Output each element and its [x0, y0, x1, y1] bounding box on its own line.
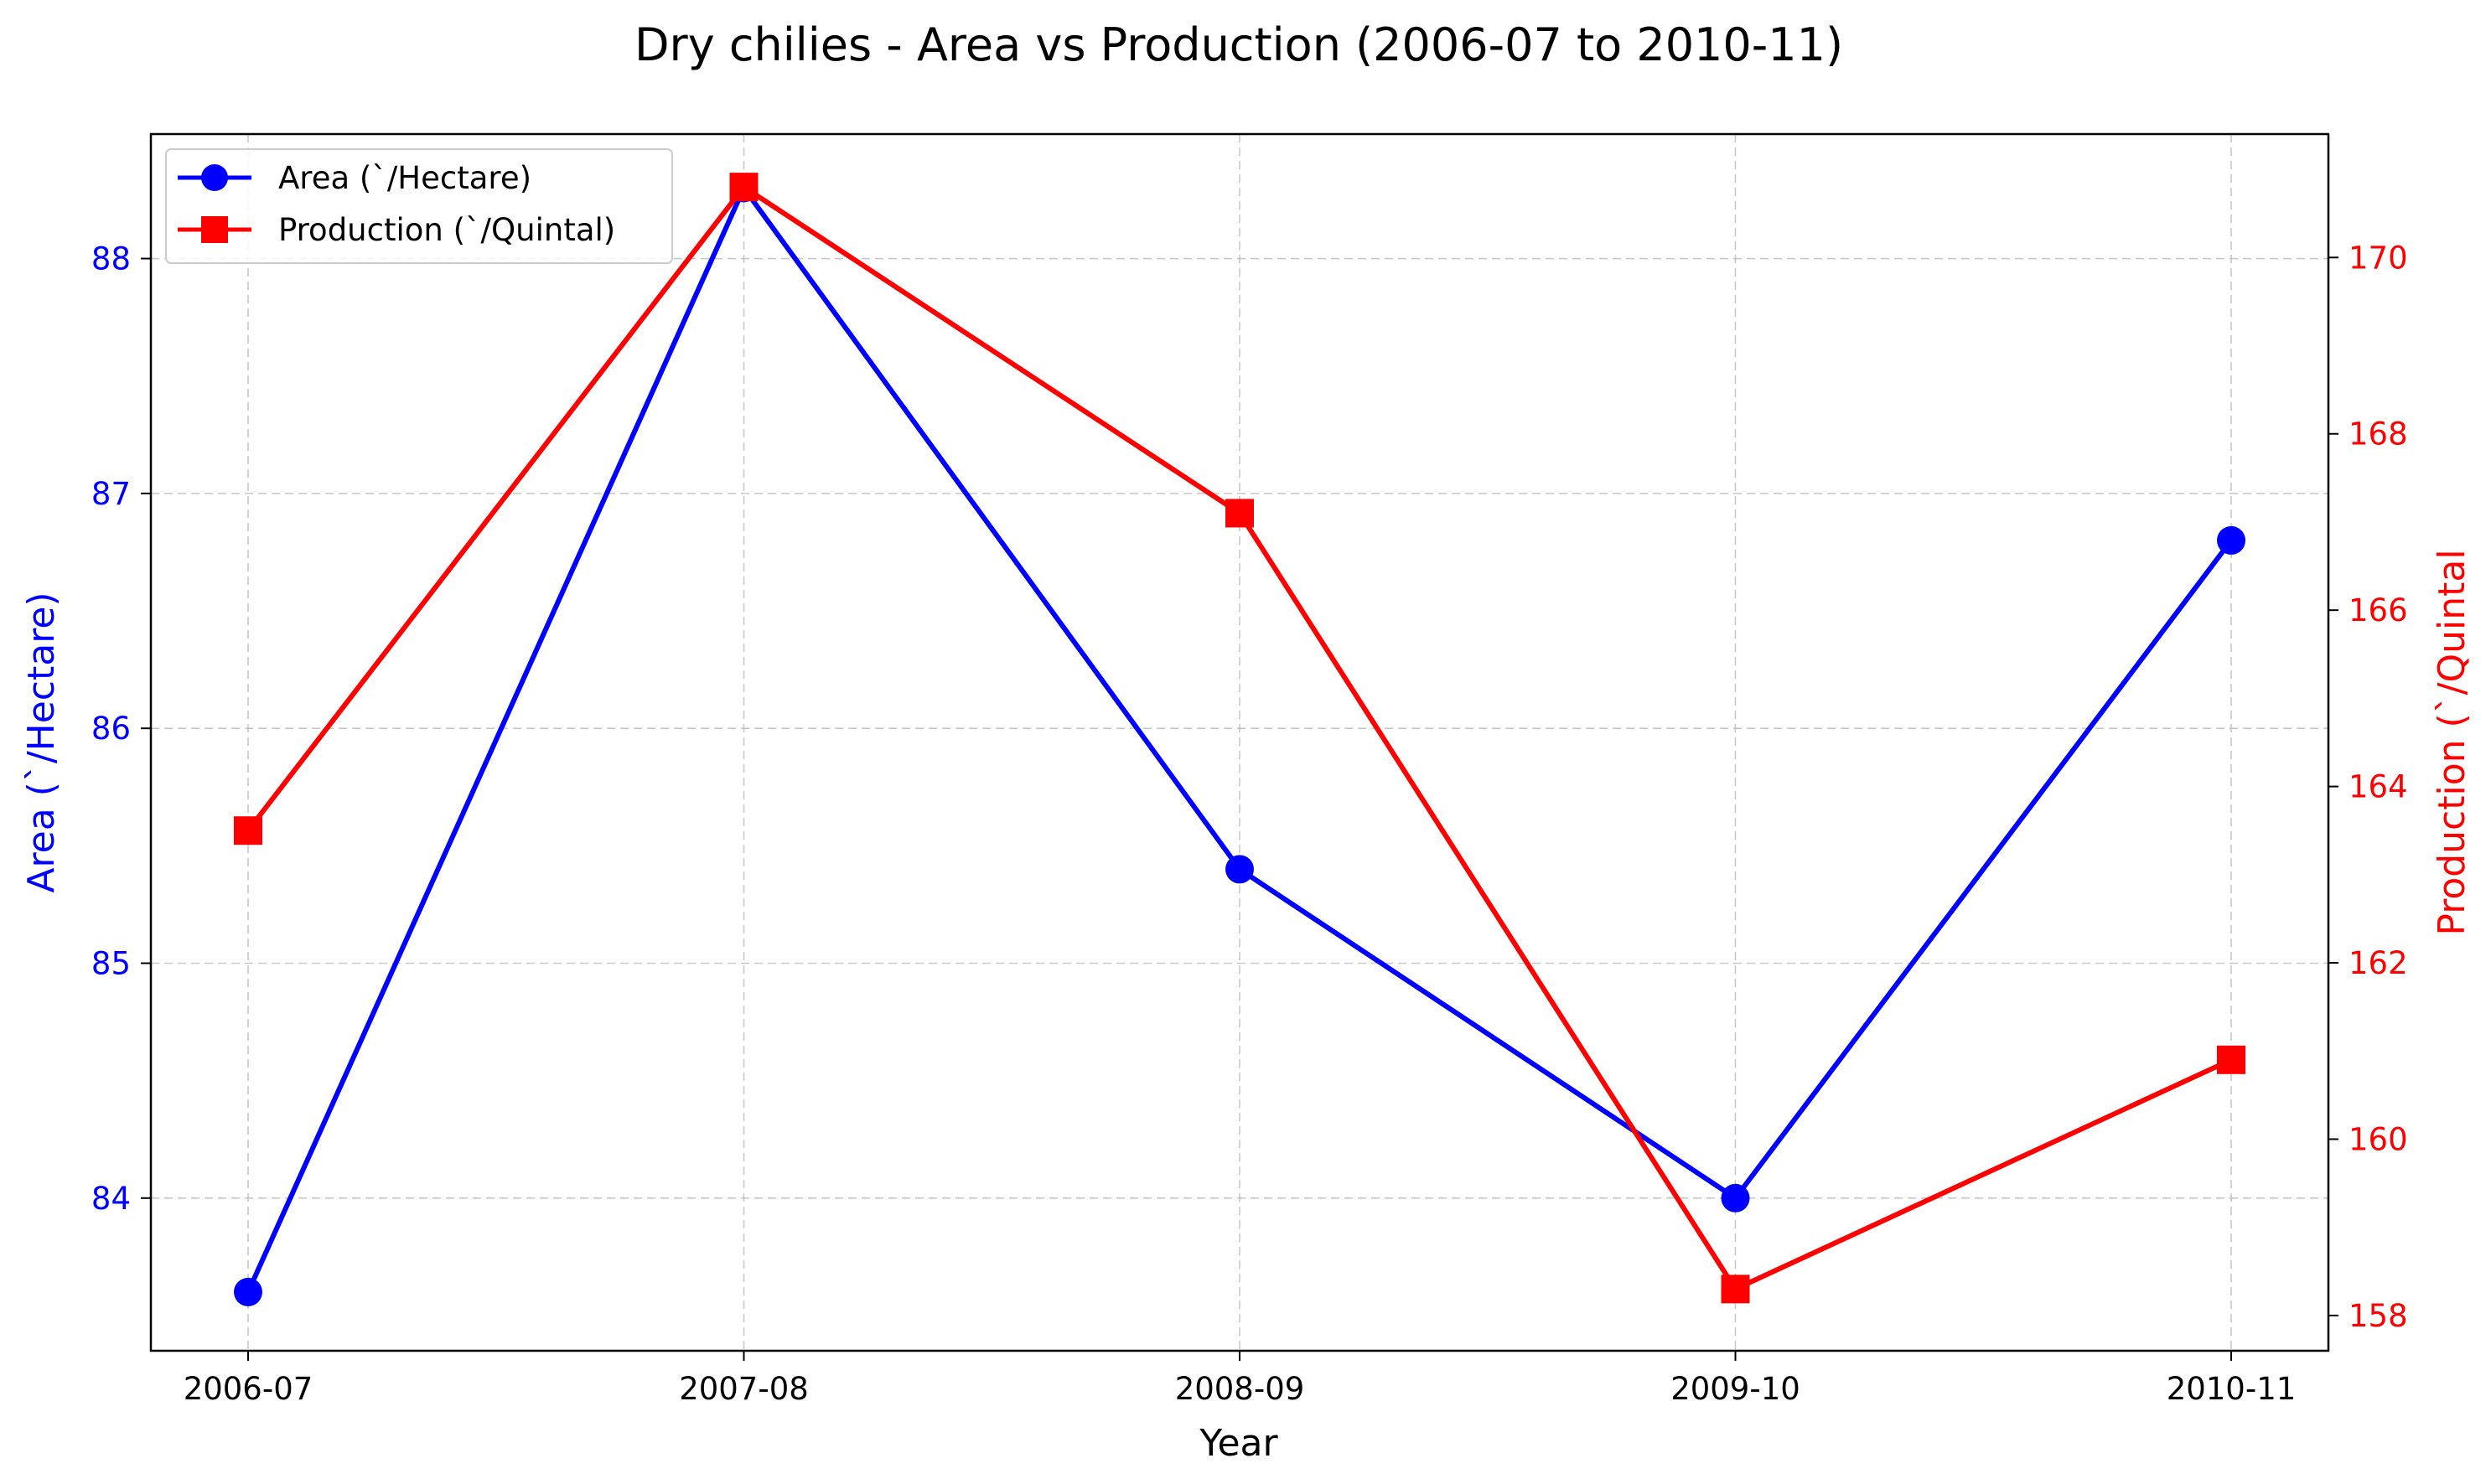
area-point: [234, 1277, 262, 1306]
left-axis-label: Area (`/Hectare): [20, 592, 63, 892]
production-point: [1721, 1275, 1750, 1304]
left-tick-label: 88: [91, 241, 131, 277]
series-markers: [234, 173, 2245, 1306]
x-tick-label: 2008-09: [1175, 1371, 1305, 1407]
right-tick-label: 160: [2349, 1121, 2408, 1157]
legend-production-marker: [201, 216, 228, 243]
area-point: [1721, 1183, 1750, 1213]
right-tick-label: 166: [2349, 592, 2408, 628]
production-point: [729, 173, 759, 202]
x-tick-label: 2009-10: [1670, 1371, 1800, 1407]
right-axis-label: Production (`/Quintal: [2431, 549, 2473, 935]
right-tick-label: 168: [2349, 416, 2408, 452]
right-tick-label: 158: [2349, 1298, 2408, 1334]
right-tick-label: 164: [2349, 769, 2408, 805]
production-point: [234, 816, 262, 845]
area-point: [2217, 525, 2245, 555]
legend-area-marker: [201, 164, 228, 191]
left-tick-label: 85: [91, 945, 131, 981]
right-tick-label: 170: [2349, 240, 2408, 276]
x-axis-label: Year: [1199, 1422, 1278, 1465]
legend-production-label: Production (`/Quintal): [278, 212, 615, 248]
x-tick-label: 2007-08: [679, 1371, 809, 1407]
legend-area-label: Area (`/Hectare): [278, 160, 531, 196]
legend: Area (`/Hectare) Production (`/Quintal): [165, 148, 673, 264]
production-point: [1225, 499, 1254, 528]
left-tick-label: 84: [91, 1181, 131, 1217]
production-point: [2217, 1045, 2245, 1074]
legend-box: [165, 148, 673, 264]
left-tick-label: 86: [91, 711, 131, 747]
right-tick-label: 162: [2349, 945, 2408, 981]
left-tick-label: 87: [91, 476, 131, 512]
right-axis-ticks: 158 160 162 164 166 168 170: [2328, 240, 2408, 1334]
chart-title: Dry chilies - Area vs Production (2006-0…: [634, 18, 1843, 71]
grid: [151, 134, 2328, 1351]
left-axis-ticks: 84 85 86 87 88: [91, 241, 151, 1217]
x-axis-ticks: 2006-07 2007-08 2008-09 2009-10 2010-11: [184, 1351, 2297, 1407]
x-tick-label: 2006-07: [184, 1371, 313, 1407]
area-point: [1225, 855, 1254, 884]
x-tick-label: 2010-11: [2167, 1371, 2297, 1407]
